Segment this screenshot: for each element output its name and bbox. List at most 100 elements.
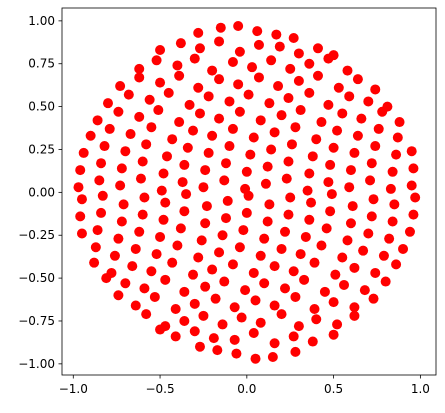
point xyxy=(309,303,320,314)
point xyxy=(73,182,84,193)
point xyxy=(125,129,136,140)
point xyxy=(198,182,209,193)
point xyxy=(92,225,103,236)
point xyxy=(94,175,105,186)
point xyxy=(212,345,223,356)
point xyxy=(188,125,199,136)
point xyxy=(302,185,313,196)
point xyxy=(307,336,318,347)
point xyxy=(304,214,315,225)
point xyxy=(373,123,384,134)
point xyxy=(366,211,377,222)
point xyxy=(137,209,148,220)
point xyxy=(306,197,317,208)
point xyxy=(116,163,127,174)
point xyxy=(193,27,204,38)
point xyxy=(356,113,367,124)
point xyxy=(200,165,211,176)
point xyxy=(175,38,186,49)
point xyxy=(196,235,207,246)
point xyxy=(113,233,124,244)
point xyxy=(116,216,127,227)
y-tick-label: 1.00 xyxy=(28,14,55,28)
point xyxy=(323,53,334,64)
point xyxy=(328,329,339,340)
point xyxy=(262,216,273,227)
point xyxy=(179,159,190,170)
point xyxy=(134,63,145,74)
point xyxy=(274,41,285,52)
point xyxy=(352,130,363,141)
point xyxy=(144,94,155,105)
x-tick-label: 1.0 xyxy=(411,382,430,396)
point xyxy=(85,130,96,141)
point xyxy=(229,302,240,313)
point xyxy=(286,139,297,150)
point xyxy=(344,91,355,102)
point xyxy=(349,310,360,321)
point xyxy=(248,267,259,278)
point xyxy=(217,319,228,330)
point xyxy=(332,319,343,330)
point xyxy=(238,225,249,236)
point xyxy=(177,177,188,188)
point xyxy=(307,151,318,162)
point xyxy=(219,276,230,287)
point xyxy=(285,63,296,74)
point xyxy=(300,231,311,242)
point xyxy=(276,309,287,320)
point xyxy=(391,149,402,160)
point xyxy=(113,290,124,301)
point xyxy=(290,291,301,302)
y-tick-label: −0.25 xyxy=(18,228,55,242)
point xyxy=(370,267,381,278)
point xyxy=(130,243,141,254)
point xyxy=(339,279,350,290)
point xyxy=(160,321,171,332)
point xyxy=(182,142,193,153)
point xyxy=(156,185,167,196)
point xyxy=(255,250,266,261)
point xyxy=(276,110,287,121)
point xyxy=(253,39,264,50)
point xyxy=(155,77,166,88)
point xyxy=(316,117,327,128)
point xyxy=(321,223,332,234)
point xyxy=(241,166,252,177)
point xyxy=(295,105,306,116)
point xyxy=(92,115,103,126)
point xyxy=(224,141,235,152)
point xyxy=(179,206,190,217)
point xyxy=(214,36,225,47)
point xyxy=(160,274,171,285)
point xyxy=(391,259,402,270)
point xyxy=(380,276,391,287)
point xyxy=(328,297,339,308)
point xyxy=(229,334,240,345)
point xyxy=(155,45,166,56)
point xyxy=(293,48,304,59)
point xyxy=(240,285,251,296)
y-tick-label: −0.75 xyxy=(18,314,55,328)
point xyxy=(184,99,195,110)
point xyxy=(293,75,304,86)
point xyxy=(227,123,238,134)
point xyxy=(189,53,200,64)
point xyxy=(269,300,280,311)
point xyxy=(104,123,115,134)
point xyxy=(269,127,280,138)
point xyxy=(280,226,291,237)
point xyxy=(266,55,277,66)
point xyxy=(304,58,315,69)
point xyxy=(243,190,254,201)
point xyxy=(203,91,214,102)
point xyxy=(349,302,360,313)
point xyxy=(337,108,348,119)
point xyxy=(290,122,301,133)
point xyxy=(378,250,389,261)
point xyxy=(347,201,358,212)
point xyxy=(109,250,120,261)
point xyxy=(392,132,403,143)
point xyxy=(207,130,218,141)
y-tick-label: 0.50 xyxy=(28,100,55,114)
